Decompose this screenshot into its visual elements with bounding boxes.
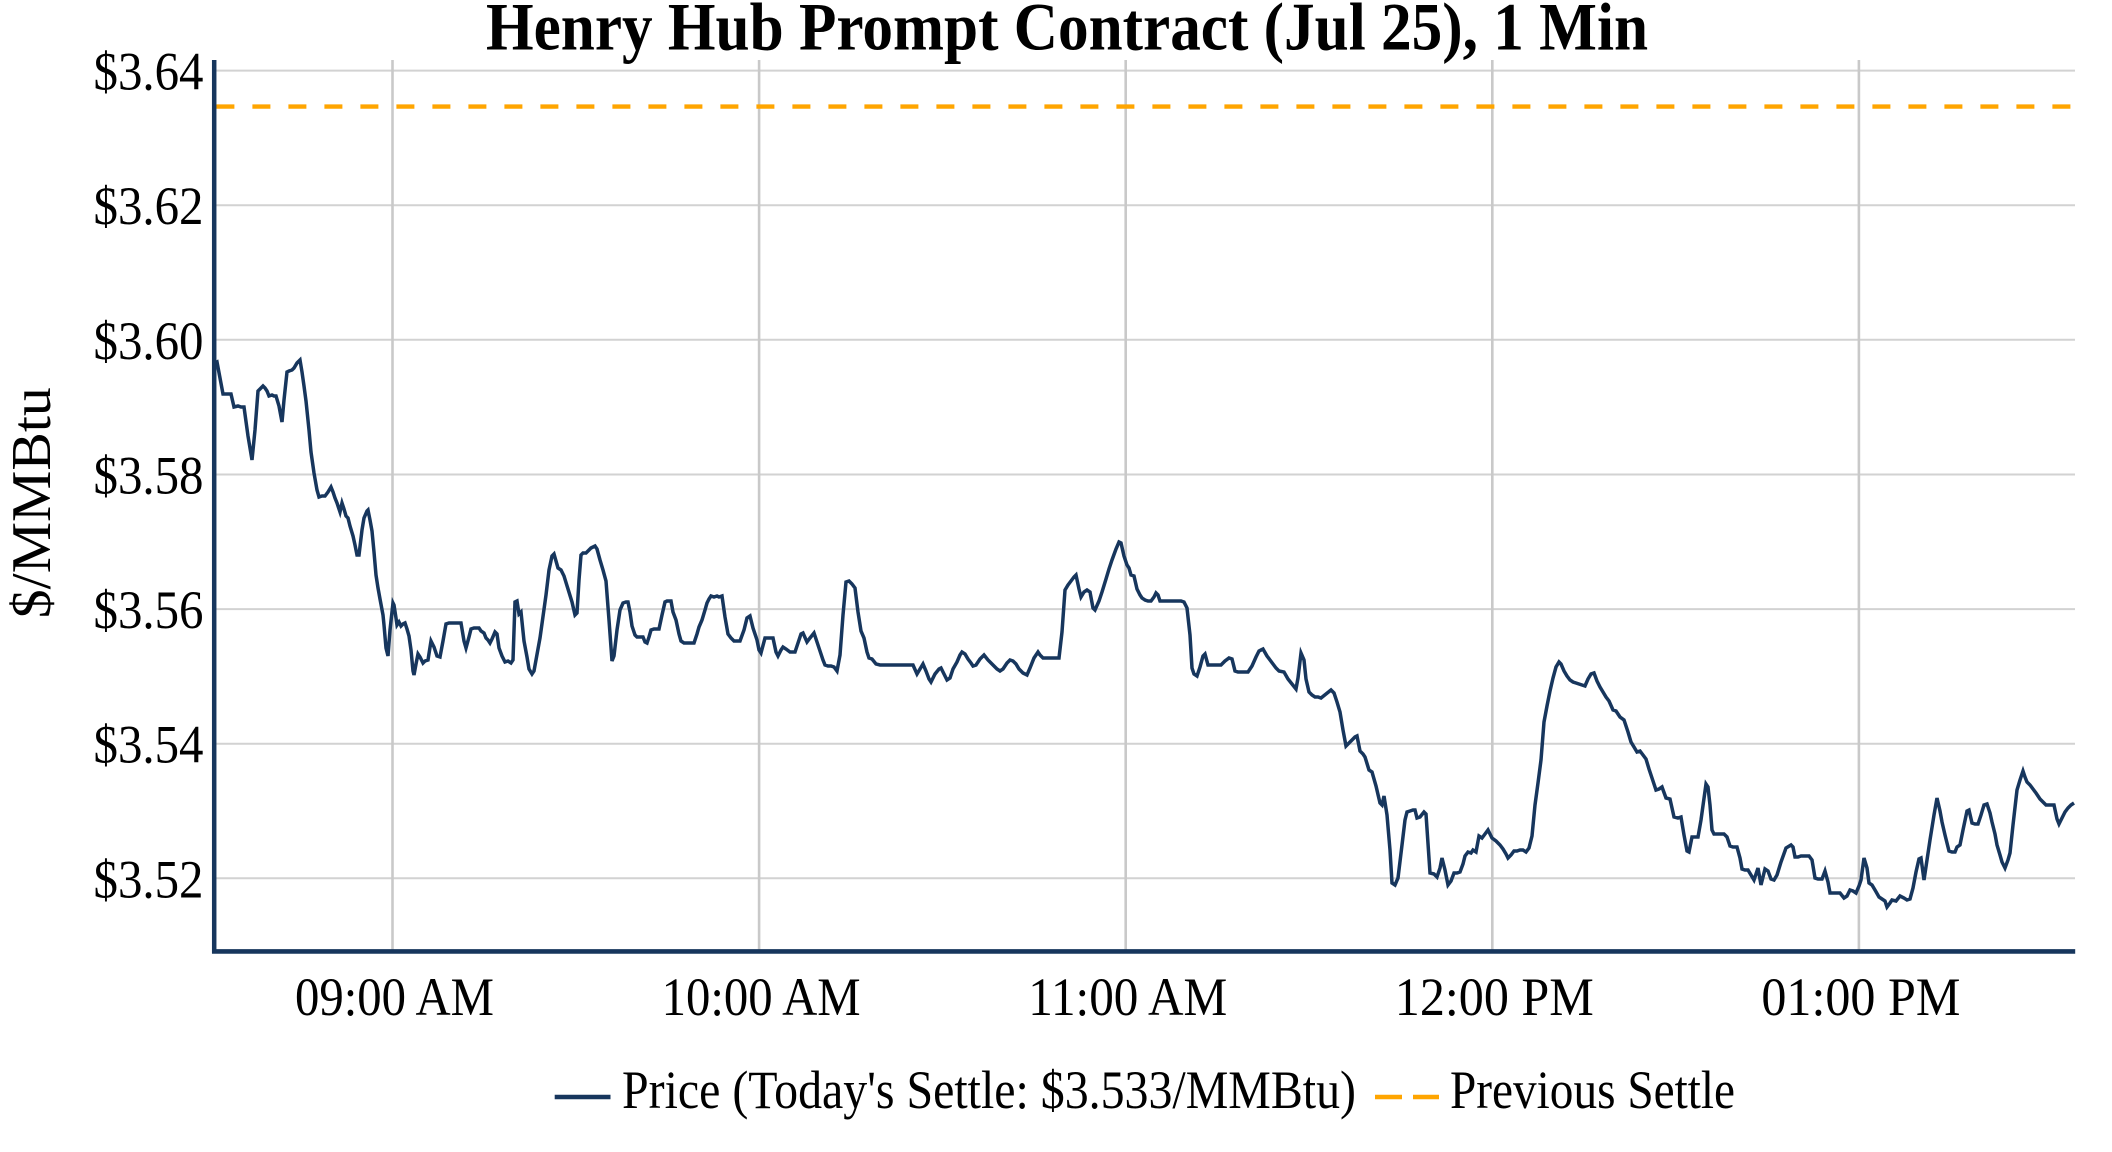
svg-text:09:00 AM: 09:00 AM [295,967,494,1027]
svg-text:$3.52: $3.52 [94,849,204,909]
svg-text:11:00 AM: 11:00 AM [1028,967,1227,1027]
svg-text:12:00 PM: 12:00 PM [1395,967,1594,1027]
svg-text:$/MMBtu: $/MMBtu [1,387,63,618]
svg-text:01:00 PM: 01:00 PM [1761,967,1960,1027]
svg-text:Henry Hub Prompt Contract (Jul: Henry Hub Prompt Contract (Jul 25), 1 Mi… [486,0,1648,65]
svg-text:Price (Today's Settle: $3.533/: Price (Today's Settle: $3.533/MMBtu) [622,1060,1356,1120]
svg-text:$3.56: $3.56 [94,580,204,640]
svg-text:$3.54: $3.54 [94,715,204,775]
svg-text:$3.64: $3.64 [94,42,204,102]
svg-text:$3.60: $3.60 [94,311,204,371]
svg-text:$3.62: $3.62 [94,176,204,236]
svg-text:$3.58: $3.58 [94,446,204,506]
svg-text:10:00 AM: 10:00 AM [662,967,861,1027]
svg-text:Previous Settle: Previous Settle [1450,1060,1735,1120]
